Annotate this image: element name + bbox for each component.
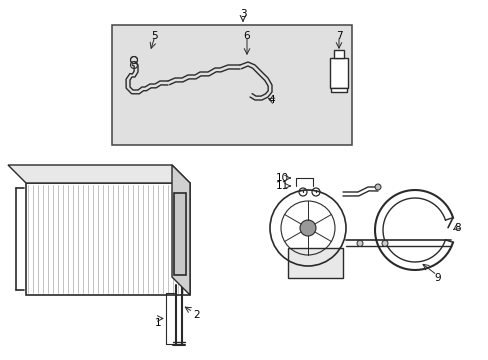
Bar [333,50,343,58]
Text: 6: 6 [243,31,250,41]
Text: 1: 1 [154,319,161,328]
Polygon shape [172,165,190,295]
Bar [330,88,346,92]
Text: 9: 9 [434,273,440,283]
Circle shape [299,220,315,236]
Circle shape [356,240,362,246]
Text: 10: 10 [275,173,288,183]
Text: 11: 11 [275,181,288,191]
Bar [287,248,342,278]
Text: 8: 8 [454,223,460,233]
Text: 5: 5 [151,31,158,41]
Circle shape [374,184,380,190]
Text: 4: 4 [268,95,275,105]
Polygon shape [8,165,190,183]
Bar [174,193,185,275]
Bar [329,58,347,88]
Text: 7: 7 [335,31,342,41]
Bar [112,25,351,145]
Bar [26,183,190,295]
Circle shape [381,240,387,246]
Text: 2: 2 [193,310,200,320]
Text: 3: 3 [239,9,246,19]
